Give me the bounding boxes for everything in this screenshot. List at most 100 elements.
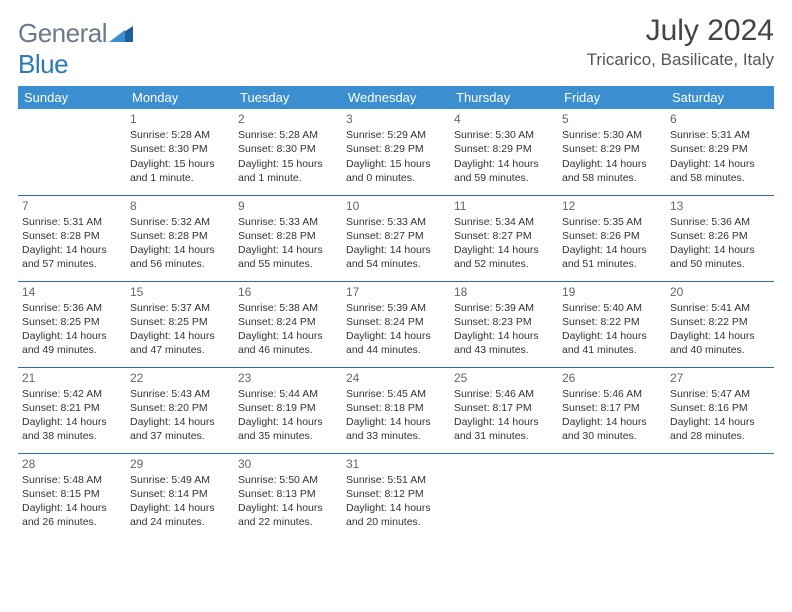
day-info-line: Sunrise: 5:34 AM [454,215,554,229]
day-info-line: and 44 minutes. [346,343,446,357]
day-info-line: Daylight: 15 hours [238,157,338,171]
day-number: 22 [130,370,230,386]
weekday-header: Wednesday [342,86,450,109]
day-info-line: Daylight: 14 hours [346,415,446,429]
day-number: 23 [238,370,338,386]
day-info-line: Daylight: 14 hours [454,329,554,343]
day-info-line: Sunset: 8:26 PM [670,229,770,243]
day-info-line: and 24 minutes. [130,515,230,529]
day-number: 13 [670,198,770,214]
day-info-line: and 31 minutes. [454,429,554,443]
day-info-line: and 33 minutes. [346,429,446,443]
day-info-line: Sunset: 8:25 PM [22,315,122,329]
logo-text-blue: Blue [18,49,68,79]
day-info-line: and 22 minutes. [238,515,338,529]
day-info-line: Sunrise: 5:36 AM [670,215,770,229]
day-info-line: Sunset: 8:24 PM [238,315,338,329]
day-info-line: and 38 minutes. [22,429,122,443]
day-number: 11 [454,198,554,214]
logo-text: General Blue [18,18,133,80]
weekday-header: Sunday [18,86,126,109]
day-info-line: and 0 minutes. [346,171,446,185]
day-info-line: Sunrise: 5:44 AM [238,387,338,401]
calendar-day: 9Sunrise: 5:33 AMSunset: 8:28 PMDaylight… [234,195,342,281]
day-info-line: Daylight: 14 hours [562,415,662,429]
day-info-line: Daylight: 14 hours [454,415,554,429]
day-info-line: and 50 minutes. [670,257,770,271]
calendar-body: 1Sunrise: 5:28 AMSunset: 8:30 PMDaylight… [18,109,774,539]
calendar-day: 28Sunrise: 5:48 AMSunset: 8:15 PMDayligh… [18,453,126,539]
calendar-day: 26Sunrise: 5:46 AMSunset: 8:17 PMDayligh… [558,367,666,453]
day-number: 3 [346,111,446,127]
day-info-line: Sunset: 8:29 PM [670,142,770,156]
calendar-day: 23Sunrise: 5:44 AMSunset: 8:19 PMDayligh… [234,367,342,453]
weekday-header: Thursday [450,86,558,109]
day-info-line: and 30 minutes. [562,429,662,443]
day-info-line: Sunset: 8:28 PM [238,229,338,243]
day-info-line: and 56 minutes. [130,257,230,271]
day-info-line: Daylight: 14 hours [130,329,230,343]
calendar-day: 3Sunrise: 5:29 AMSunset: 8:29 PMDaylight… [342,109,450,195]
day-number: 15 [130,284,230,300]
calendar-day: 2Sunrise: 5:28 AMSunset: 8:30 PMDaylight… [234,109,342,195]
day-number: 27 [670,370,770,386]
day-number: 12 [562,198,662,214]
day-info-line: Daylight: 14 hours [22,501,122,515]
day-number: 9 [238,198,338,214]
day-info-line: Sunset: 8:15 PM [22,487,122,501]
day-info-line: Sunrise: 5:33 AM [238,215,338,229]
day-info-line: and 1 minute. [130,171,230,185]
calendar-day: 5Sunrise: 5:30 AMSunset: 8:29 PMDaylight… [558,109,666,195]
day-info-line: Daylight: 14 hours [238,415,338,429]
day-info-line: Daylight: 14 hours [670,415,770,429]
calendar-day [558,453,666,539]
day-number: 6 [670,111,770,127]
day-info-line: and 52 minutes. [454,257,554,271]
day-number: 20 [670,284,770,300]
calendar-day: 7Sunrise: 5:31 AMSunset: 8:28 PMDaylight… [18,195,126,281]
day-info-line: Sunset: 8:24 PM [346,315,446,329]
day-info-line: Daylight: 14 hours [346,329,446,343]
day-info-line: Daylight: 14 hours [346,501,446,515]
day-info-line: Sunset: 8:30 PM [238,142,338,156]
location-text: Tricarico, Basilicate, Italy [587,50,774,70]
day-info-line: Sunrise: 5:31 AM [670,128,770,142]
day-number: 28 [22,456,122,472]
day-number: 16 [238,284,338,300]
day-info-line: and 37 minutes. [130,429,230,443]
calendar-day: 29Sunrise: 5:49 AMSunset: 8:14 PMDayligh… [126,453,234,539]
day-info-line: Sunset: 8:18 PM [346,401,446,415]
calendar-head: SundayMondayTuesdayWednesdayThursdayFrid… [18,86,774,109]
calendar-day: 21Sunrise: 5:42 AMSunset: 8:21 PMDayligh… [18,367,126,453]
day-info-line: Sunrise: 5:35 AM [562,215,662,229]
day-info-line: Daylight: 14 hours [238,329,338,343]
day-info-line: Sunrise: 5:30 AM [562,128,662,142]
day-info-line: Sunset: 8:29 PM [562,142,662,156]
day-info-line: Sunset: 8:30 PM [130,142,230,156]
calendar-week: 14Sunrise: 5:36 AMSunset: 8:25 PM Dayligh… [18,281,774,367]
calendar-day: 12Sunrise: 5:35 AMSunset: 8:26 PMDayligh… [558,195,666,281]
day-number: 14 [22,284,122,300]
day-info-line: Sunset: 8:26 PM [562,229,662,243]
day-info-line: Sunrise: 5:38 AM [238,301,338,315]
day-info-line: Sunset: 8:12 PM [346,487,446,501]
day-info-line: Sunset: 8:29 PM [454,142,554,156]
day-info-line: Sunset: 8:13 PM [238,487,338,501]
day-info-line: Sunrise: 5:28 AM [130,128,230,142]
day-info-line: and 35 minutes. [238,429,338,443]
day-info-line: and 47 minutes. [130,343,230,357]
calendar-day: 15Sunrise: 5:37 AMSunset: 8:25 PMDayligh… [126,281,234,367]
day-info-line: Sunrise: 5:39 AM [454,301,554,315]
day-info-line: and 49 minutes. [22,343,122,357]
calendar-day: 10Sunrise: 5:33 AMSunset: 8:27 PMDayligh… [342,195,450,281]
day-info-line: Sunrise: 5:46 AM [562,387,662,401]
day-info-line: Sunrise: 5:28 AM [238,128,338,142]
day-info-line: and 40 minutes. [670,343,770,357]
day-info-line: Sunset: 8:19 PM [238,401,338,415]
day-info-line: Sunrise: 5:36 AM [22,301,122,315]
day-number: 19 [562,284,662,300]
day-info-line: Sunrise: 5:50 AM [238,473,338,487]
day-info-line: Sunset: 8:21 PM [22,401,122,415]
day-info-line: and 58 minutes. [670,171,770,185]
day-number: 29 [130,456,230,472]
